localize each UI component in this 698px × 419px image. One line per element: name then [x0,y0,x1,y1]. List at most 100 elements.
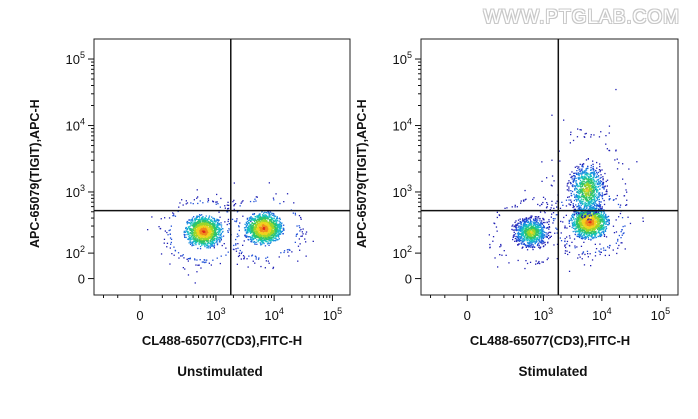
event-dot [594,235,596,237]
event-dot [258,235,260,237]
event-dot [521,220,524,222]
event-dot [248,217,250,219]
event-dot [195,264,197,266]
event-dot [257,226,259,229]
event-dot [589,205,592,207]
event-dot [574,230,576,232]
event-dot [568,251,571,253]
event-dot [513,235,515,237]
event-dot [592,236,595,238]
event-dot [218,229,220,232]
event-dot [235,248,237,250]
event-dot [593,228,595,230]
event-dot [197,215,199,218]
event-dot [520,222,523,224]
event-dot [579,219,582,221]
event-dot [545,232,547,234]
event-dot [197,264,199,266]
event-dot [589,227,591,230]
event-dot [253,232,256,235]
event-dot [217,225,219,227]
event-dot [568,270,571,272]
event-dot [520,242,522,244]
event-dot [211,233,213,235]
event-dot [195,244,197,246]
event-dot [257,236,259,239]
event-dot [511,228,513,231]
event-dot [300,235,302,237]
event-dot [183,230,185,232]
event-dot [262,228,264,230]
event-dot [243,256,246,258]
event-dot [599,194,602,196]
event-dot [251,218,253,220]
event-dot [242,200,244,202]
event-dot [192,225,195,227]
event-dot [263,218,265,220]
event-dot [206,221,208,224]
event-dot [199,214,201,217]
event-dot [524,267,526,270]
event-dot [249,219,251,221]
event-dot [205,218,207,220]
event-dot [566,227,568,229]
event-dot [542,226,544,229]
event-dot [615,242,617,244]
event-dot [564,225,566,227]
event-dot [586,235,588,237]
x-tick-label: 103 [206,306,225,323]
event-dot [541,226,543,229]
event-dot [266,228,268,230]
event-dot [201,216,203,219]
event-dot [242,215,244,217]
event-dot [257,235,259,238]
event-dot [562,221,564,223]
event-dot [275,227,277,229]
event-dot [280,223,283,225]
event-dot [260,238,262,241]
event-dot [533,228,535,230]
event-dot [252,225,254,227]
event-dot [520,229,522,231]
event-dot [548,231,550,233]
event-dot [600,248,602,250]
event-dot [527,217,529,219]
event-dot [578,232,580,235]
event-dot [218,219,220,221]
event-dot [210,242,212,244]
event-dot [278,236,280,238]
event-dot [534,238,536,240]
event-dot [587,237,589,239]
event-dot [535,224,537,227]
event-dot [276,225,278,227]
event-dot [580,230,582,232]
event-dot [261,228,263,230]
event-dot [591,213,593,215]
event-dot [250,230,252,233]
event-dot [252,226,254,228]
event-dot [508,262,510,264]
event-dot [169,233,171,235]
event-dot [253,220,256,223]
event-dot [243,258,245,260]
event-dot [193,234,195,236]
event-dot [524,232,526,235]
event-dot [267,222,269,225]
event-dot [541,241,544,243]
event-dot [518,240,521,242]
event-dot [195,223,198,225]
event-dot [556,206,558,208]
event-dot [533,246,535,248]
event-dot [255,235,257,237]
event-dot [213,223,216,225]
event-dot [598,207,600,210]
event-dot [253,218,255,220]
event-dot [601,225,603,227]
event-dot [579,229,581,231]
event-dot [234,203,237,205]
event-dot [609,198,611,200]
event-dot [183,231,185,233]
event-dot [202,239,204,241]
event-dot [580,223,582,226]
event-dot [260,227,262,230]
